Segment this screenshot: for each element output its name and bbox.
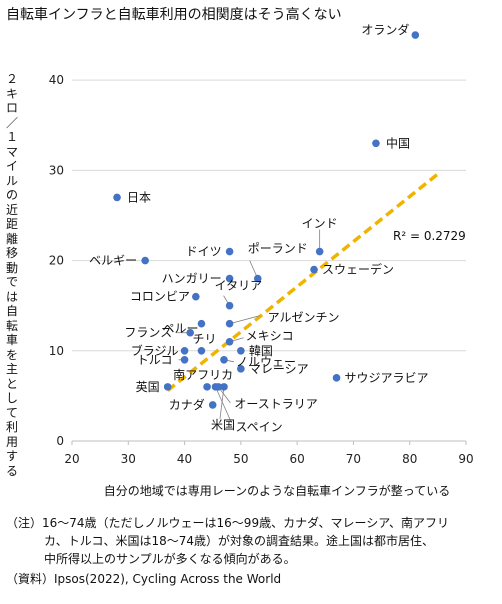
point-label-7: ハンガリー (162, 272, 222, 286)
footnote: （注）16～74歳（ただしノルウェーは16～99歳、カナダ、マレーシア、南アフリ… (6, 514, 498, 568)
point-label-0: オランダ (361, 22, 409, 37)
point-label-1: 中国 (386, 135, 410, 150)
x-tick-label-90: 90 (458, 452, 473, 466)
r-squared-label: R² = 0.2729 (393, 229, 466, 243)
leader-line-27 (219, 386, 225, 419)
data-point-2 (113, 193, 121, 202)
x-tick-label-30: 30 (121, 452, 136, 466)
point-label-2: 日本 (127, 190, 151, 204)
data-point-13 (186, 328, 194, 337)
data-point-20 (237, 365, 245, 373)
x-tick-label-60: 60 (290, 452, 305, 466)
point-label-18: トルコ (137, 353, 173, 367)
data-point-16 (180, 346, 189, 355)
x-tick-label-70: 70 (346, 452, 361, 466)
point-label-21: サウジアラビア (345, 371, 429, 385)
data-point-18 (180, 356, 189, 364)
point-label-6: ポーランド (248, 242, 308, 256)
x-tick-label-20: 20 (64, 452, 79, 466)
x-tick-label-80: 80 (402, 452, 417, 466)
point-label-10: イタリア (215, 279, 263, 293)
point-label-24: オーストラリア (234, 397, 317, 411)
point-label-3: インド (302, 217, 338, 231)
data-point-22 (203, 383, 211, 391)
data-point-3 (315, 247, 324, 256)
y-tick-label-20: 20 (49, 254, 64, 268)
point-label-25: カナダ (169, 397, 205, 412)
point-label-4: ベルギー (89, 254, 137, 268)
data-point-6 (253, 274, 262, 283)
data-point-11 (197, 319, 206, 328)
point-label-17: 韓国 (249, 344, 273, 358)
x-tick-label-40: 40 (177, 452, 192, 466)
y-tick-label-0: 0 (56, 434, 64, 448)
footnote-line-3: 中所得以上のサンプルが多くなる傾向がある。 (44, 552, 296, 566)
data-points (113, 31, 420, 409)
data-point-14 (197, 346, 206, 355)
data-point-1 (372, 139, 380, 148)
data-point-19 (220, 356, 228, 364)
footnote-line-2: カ、トルコ、米国は18～74歳）が対象の調査結果。途上国は都市居住、 (44, 534, 435, 548)
point-label-9: コロンビア (130, 290, 190, 304)
y-tick-label-30: 30 (49, 163, 64, 177)
x-axis-label: 自分の地域では専用レーンのような自転車インフラが整っている (103, 484, 451, 498)
chart-title: 自転車インフラと自転車利用の相関度はそう高くない (6, 7, 342, 23)
leader-line-12 (229, 315, 260, 325)
data-point-17 (237, 346, 245, 355)
point-label-5: ドイツ (186, 245, 222, 259)
data-point-7 (225, 274, 234, 283)
axes: 0 10 20 30 40 20 30 40 50 60 70 80 90 (49, 73, 474, 466)
data-point-5 (225, 247, 234, 256)
y-axis-label: ２キロ／１マイルの近距離移動では自転車を主として利用する (5, 72, 18, 478)
point-label-15: メキシコ (246, 329, 294, 343)
point-label-14: チリ (192, 332, 216, 346)
point-label-20: マレーシア (249, 362, 309, 376)
leader-line-26 (215, 386, 232, 424)
y-tick-label-10: 10 (49, 344, 64, 358)
source-note: （資料）Ipsos(2022), Cycling Across the Worl… (6, 572, 282, 586)
scatter-chart: 0 10 20 30 40 20 30 40 50 60 70 80 90 R² = 0.2729 オラ… (49, 22, 474, 466)
data-point-8 (310, 265, 318, 274)
data-point-0 (411, 31, 420, 39)
point-label-22: 南アフリカ (173, 367, 233, 382)
data-point-27 (220, 383, 228, 391)
data-point-23 (163, 383, 172, 391)
footnote-line-1: （注）16～74歳（ただしノルウェーは16～99歳、カナダ、マレーシア、南アフリ (6, 516, 450, 530)
trendline (166, 172, 439, 392)
data-point-26 (211, 383, 220, 391)
data-point-4 (141, 256, 149, 265)
data-point-21 (332, 374, 341, 382)
x-tick-label-50: 50 (233, 452, 248, 466)
trendline-group: R² = 0.2729 (166, 172, 466, 392)
data-point-10 (225, 301, 234, 310)
data-point-15 (225, 337, 234, 346)
y-tick-label-40: 40 (49, 73, 64, 87)
data-point-12 (225, 319, 234, 328)
point-label-13: フランス (124, 326, 172, 340)
point-label-12: アルゼンチン (268, 311, 340, 325)
point-label-19: ノルウェー (236, 355, 296, 369)
grid-lines (72, 79, 466, 352)
point-label-27: 米国 (211, 418, 235, 432)
point-label-23: 英国 (136, 380, 160, 394)
point-label-26: スペイン (236, 420, 283, 434)
point-label-16: ブラジル (131, 343, 179, 358)
point-label-8: スウェーデン (322, 262, 394, 277)
data-point-9 (192, 292, 200, 301)
data-point-25 (208, 401, 217, 409)
point-label-11: ペルー (162, 322, 198, 336)
